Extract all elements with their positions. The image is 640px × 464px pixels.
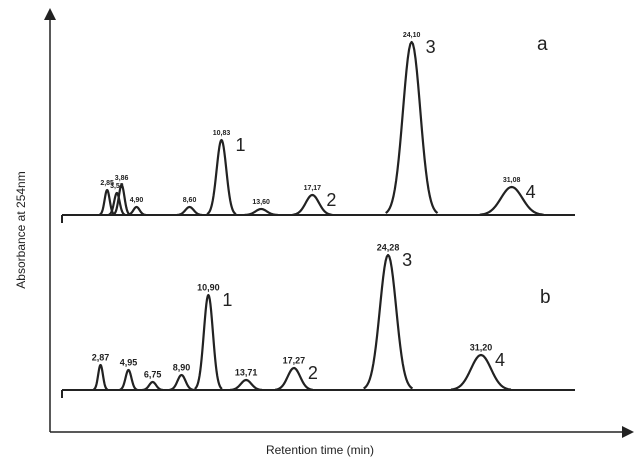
retention-time-label: 8,60 (183, 197, 197, 204)
peak (141, 380, 164, 392)
peak (126, 205, 147, 217)
peak (206, 138, 237, 216)
retention-time-label: 2,87 (92, 352, 110, 362)
retention-time-label: 2,85 (100, 180, 114, 187)
y-axis-label: Absorbance at 254nm (14, 171, 28, 288)
peak (450, 353, 512, 391)
retention-time-label: 3,53 (110, 183, 124, 190)
peak (92, 363, 109, 391)
panel-label: a (537, 34, 548, 55)
retention-time-label: 3,86 (115, 175, 129, 182)
peak (118, 368, 138, 391)
peak (363, 253, 414, 390)
peak (244, 207, 279, 217)
retention-time-label: 13,71 (235, 367, 258, 377)
retention-time-label: 13,60 (252, 199, 270, 206)
retention-time-label: 31,20 (470, 342, 493, 352)
peak (292, 193, 333, 216)
x-axis-label: Retention time (min) (266, 443, 374, 457)
retention-time-label: 31,08 (503, 177, 521, 184)
peak (229, 378, 263, 391)
peak-number: 3 (426, 37, 436, 57)
peak-number: 1 (235, 135, 245, 155)
peak (169, 373, 195, 391)
retention-time-label: 10,83 (213, 130, 231, 137)
retention-time-label: 24,10 (403, 32, 421, 39)
panel-label: b (540, 287, 551, 308)
retention-time-label: 24,28 (377, 242, 400, 252)
peak (194, 293, 223, 390)
retention-time-label: 10,90 (197, 282, 220, 292)
peak (479, 185, 544, 216)
peak-number: 2 (308, 363, 318, 383)
peak (275, 366, 313, 391)
peak-number: 2 (326, 190, 336, 210)
peak (112, 183, 131, 216)
peak-number: 4 (526, 182, 536, 202)
peak-number: 1 (222, 290, 232, 310)
peak (108, 191, 126, 216)
peak-number: 4 (495, 350, 505, 370)
retention-time-label: 17,27 (283, 355, 306, 365)
retention-time-label: 8,90 (173, 362, 191, 372)
peak-number: 3 (402, 250, 412, 270)
retention-time-label: 4,95 (120, 357, 138, 367)
retention-time-label: 6,75 (144, 369, 162, 379)
peak (176, 205, 203, 217)
retention-time-label: 4,90 (130, 197, 144, 204)
peak (385, 40, 439, 214)
retention-time-label: 17,17 (304, 185, 322, 192)
